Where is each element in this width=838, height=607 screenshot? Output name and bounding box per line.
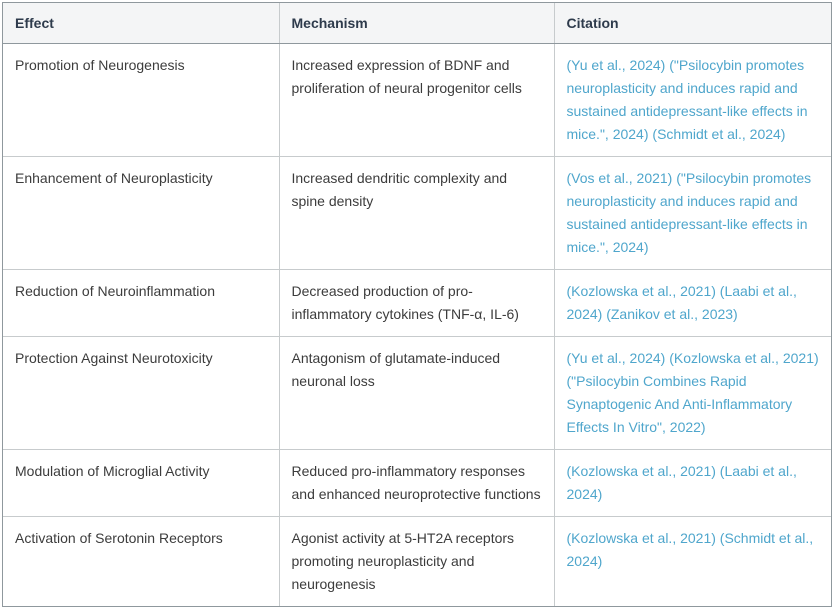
citation-link[interactable]: (Laabi et al., 2024) <box>566 283 797 322</box>
mechanism-cell: Increased expression of BDNF and prolife… <box>279 43 555 157</box>
mechanism-cell: Reduced pro-inflammatory responses and e… <box>279 449 555 517</box>
citation-link[interactable]: (Kozlowska et al., 2021) <box>566 530 716 546</box>
citation-link[interactable]: ("Psilocybin Combines Rapid Synaptogenic… <box>566 373 793 435</box>
column-header-effect: Effect <box>3 3 280 44</box>
table-row: Modulation of Microglial Activity Reduced… <box>3 449 831 517</box>
effect-cell: Promotion of Neurogenesis <box>3 43 280 157</box>
mechanism-cell: Antagonism of glutamate-induced neuronal… <box>279 336 555 450</box>
effect-cell: Enhancement of Neuroplasticity <box>3 156 280 270</box>
table-header-row: Effect Mechanism Citation <box>3 3 831 44</box>
citation-link[interactable]: (Zanikov et al., 2023) <box>606 306 738 322</box>
citation-link[interactable]: ("Psilocybin promotes neuroplasticity an… <box>566 170 812 255</box>
effect-cell: Modulation of Microglial Activity <box>3 449 280 517</box>
citation-link[interactable]: (Laabi et al., 2024) <box>566 463 797 502</box>
table-body: Promotion of Neurogenesis Increased expre… <box>3 43 831 607</box>
effect-cell: Protection Against Neurotoxicity <box>3 336 280 450</box>
effects-table: Effect Mechanism Citation Promotion of N… <box>3 3 831 606</box>
effect-cell: Activation of Serotonin Receptors <box>3 516 280 606</box>
citation-link[interactable]: (Yu et al., 2024) <box>566 57 666 73</box>
citation-link[interactable]: (Vos et al., 2021) <box>566 170 673 186</box>
citation-link[interactable]: (Kozlowska et al., 2021) <box>566 463 716 479</box>
mechanism-cell: Decreased production of pro-inflammatory… <box>279 269 555 337</box>
citation-link[interactable]: (Kozlowska et al., 2021) <box>566 283 716 299</box>
citation-cell: (Kozlowska et al., 2021) (Laabi et al., … <box>554 449 831 517</box>
table-row: Reduction of Neuroinflammation Decreased … <box>3 269 831 337</box>
table-row: Enhancement of Neuroplasticity Increased … <box>3 156 831 270</box>
citation-cell: (Kozlowska et al., 2021) (Schmidt et al.… <box>554 517 831 607</box>
column-header-citation: Citation <box>554 3 831 44</box>
citation-cell: (Vos et al., 2021) ("Psilocybin promotes… <box>554 156 831 270</box>
mechanism-cell: Increased dendritic complexity and spine… <box>279 156 555 270</box>
citation-link[interactable]: ("Psilocybin promotes neuroplasticity an… <box>566 57 808 142</box>
citation-cell: (Yu et al., 2024) (Kozlowska et al., 202… <box>554 336 831 450</box>
citation-link[interactable]: (Schmidt et al., 2024) <box>566 530 814 569</box>
effect-cell: Reduction of Neuroinflammation <box>3 269 280 337</box>
citation-link[interactable]: (Schmidt et al., 2024) <box>652 126 786 142</box>
table-row: Activation of Serotonin Receptors Agonist… <box>3 516 831 607</box>
column-header-mechanism: Mechanism <box>279 3 555 44</box>
table-row: Protection Against Neurotoxicity Antagoni… <box>3 336 831 450</box>
mechanism-cell: Agonist activity at 5-HT2A receptors pro… <box>279 516 555 606</box>
table-row: Promotion of Neurogenesis Increased expre… <box>3 43 831 157</box>
citation-link[interactable]: (Kozlowska et al., 2021) <box>669 350 819 366</box>
citation-cell: (Kozlowska et al., 2021) (Laabi et al., … <box>554 269 831 337</box>
citation-cell: (Yu et al., 2024) ("Psilocybin promotes … <box>554 43 831 157</box>
citation-link[interactable]: (Yu et al., 2024) <box>566 350 666 366</box>
